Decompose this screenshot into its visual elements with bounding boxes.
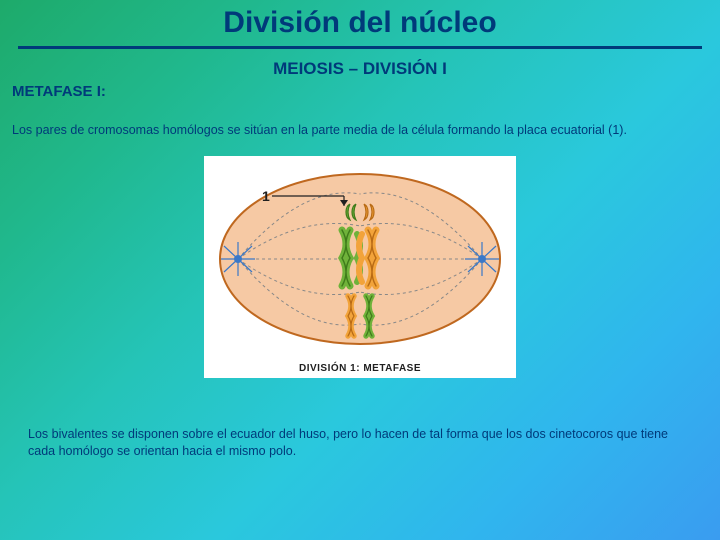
svg-text:1: 1 (262, 188, 270, 204)
phase-heading: METAFASE I: (12, 83, 720, 100)
figure: 1 DIVISIÓN 1: METAFASE (204, 156, 516, 378)
description-bottom: Los bivalentes se disponen sobre el ecua… (28, 426, 696, 459)
subtitle: MEIOSIS – DIVISIÓN I (0, 59, 720, 79)
figure-caption: DIVISIÓN 1: METAFASE (212, 363, 508, 374)
figure-container: 1 DIVISIÓN 1: METAFASE (0, 156, 720, 378)
title-underline (18, 46, 702, 49)
metaphase-diagram: 1 (212, 164, 508, 354)
bivalent-middle (342, 230, 376, 286)
description-top: Los pares de cromosomas homólogos se sit… (12, 122, 706, 138)
page-title: División del núcleo (0, 0, 720, 40)
